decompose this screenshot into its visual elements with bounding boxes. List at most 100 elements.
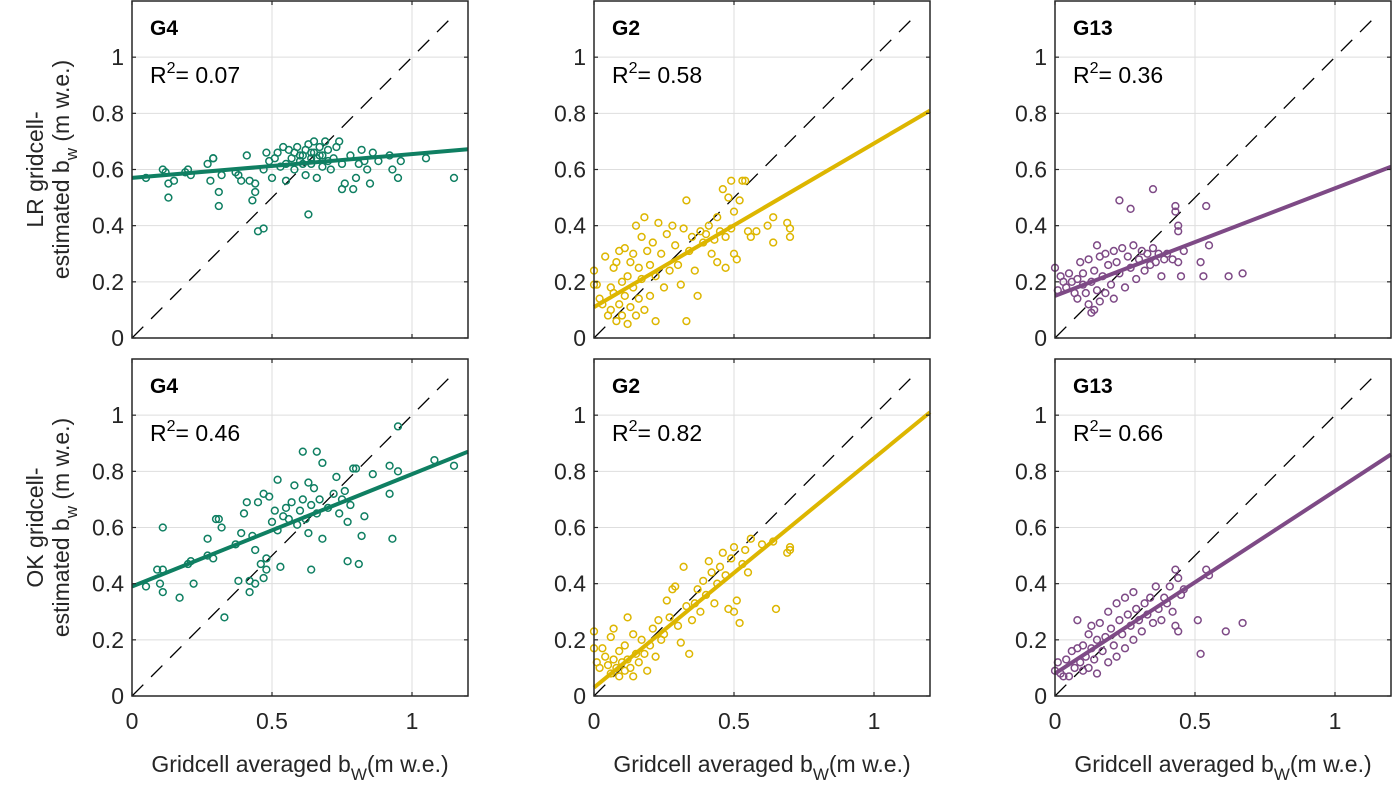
data-point — [153, 565, 162, 574]
data-point — [1202, 201, 1211, 211]
data-point — [1120, 593, 1130, 602]
data-point — [237, 176, 246, 185]
data-point — [1168, 607, 1177, 616]
data-point — [251, 545, 260, 555]
data-point — [629, 630, 638, 639]
data-point — [189, 579, 198, 588]
y-tick-label: 0.2 — [554, 627, 586, 653]
data-point — [729, 607, 739, 616]
data-point — [620, 243, 629, 253]
data-point — [360, 512, 369, 521]
data-point — [640, 213, 649, 222]
x-tick-label: 0 — [126, 708, 139, 734]
one-to-one-line — [593, 14, 917, 339]
x-tick-label: 1 — [1329, 708, 1342, 734]
data-point — [785, 224, 795, 233]
data-point — [1174, 221, 1183, 230]
x-axis-label-units: (m w.e.) — [367, 751, 449, 777]
data-point — [295, 151, 305, 160]
one-to-one-line — [1054, 372, 1378, 697]
data-point — [1174, 573, 1183, 583]
data-point — [388, 165, 397, 174]
data-point — [273, 475, 282, 484]
data-point — [335, 509, 344, 518]
data-point — [158, 587, 167, 597]
data-point — [673, 621, 683, 630]
data-point — [1078, 641, 1088, 650]
data-point — [606, 305, 615, 315]
data-point — [326, 165, 335, 174]
data-point — [1092, 635, 1102, 644]
data-point — [704, 221, 713, 230]
y-axis-label-ok-line1: OK gridcell- — [22, 467, 48, 587]
y-tick-label: 1 — [111, 44, 124, 70]
data-point — [631, 221, 641, 230]
regression-line — [131, 147, 469, 180]
data-point — [1157, 616, 1166, 625]
data-point — [732, 255, 741, 264]
r-squared-label: R2= 0.66 — [1073, 418, 1163, 446]
one-to-one-line — [593, 372, 917, 697]
data-point — [710, 599, 719, 608]
y-tick-label: 0.6 — [1015, 515, 1047, 541]
data-point — [335, 137, 344, 146]
r-squared-label: R2= 0.36 — [1073, 60, 1163, 88]
data-point — [217, 523, 226, 532]
r-squared-label: R2= 0.58 — [612, 60, 702, 88]
data-point — [724, 193, 733, 202]
data-point — [615, 646, 624, 656]
regression-line — [1054, 164, 1392, 298]
data-point — [1171, 565, 1180, 574]
panel-lr-g13: 0 0.2 0.4 0.6 0.8 1 G13 R2= 0.36 — [1015, 0, 1392, 351]
data-point — [155, 579, 165, 588]
y-tick-label: 0.4 — [92, 213, 124, 239]
data-point — [304, 528, 313, 538]
data-point — [615, 300, 624, 309]
data-point — [637, 635, 646, 644]
data-point — [687, 616, 697, 625]
y-tick-label: 0.4 — [1015, 571, 1047, 597]
data-point — [340, 486, 349, 496]
data-point — [713, 258, 722, 267]
x-axis-label-units: (m w.e.) — [829, 751, 911, 777]
data-point — [175, 593, 184, 602]
r-squared-label: R2= 0.82 — [612, 418, 702, 446]
data-point — [290, 481, 299, 490]
data-point — [693, 291, 702, 301]
x-tick-label: 1 — [406, 708, 419, 734]
x-tick-label: 0 — [1049, 708, 1062, 734]
data-point — [1137, 627, 1146, 636]
panel-lr-g2: 0 0.2 0.4 0.6 0.8 1 G2 R2= 0.58 — [554, 0, 932, 351]
r-squared-label: R2= 0.07 — [150, 60, 240, 88]
data-point — [340, 179, 349, 188]
data-point — [1174, 627, 1183, 636]
data-point — [1151, 582, 1160, 591]
data-point — [682, 196, 691, 205]
data-point — [601, 652, 610, 661]
data-point — [1238, 269, 1247, 278]
data-point — [735, 196, 744, 205]
data-point — [1090, 305, 1099, 315]
data-point — [1171, 201, 1180, 211]
data-point — [732, 596, 741, 605]
data-point — [1118, 243, 1127, 253]
data-point — [693, 585, 702, 594]
data-point — [1140, 266, 1149, 275]
regression-line — [1053, 452, 1393, 676]
panel-ok-g13: 0 0.2 0.4 0.6 0.8 1 0 0.5 1 Gridcell averaged bW(… — [1015, 358, 1393, 784]
data-point — [598, 644, 607, 653]
data-point — [1143, 249, 1152, 258]
data-point — [1095, 618, 1104, 628]
data-point — [1109, 246, 1118, 256]
y-tick-label: 0.6 — [92, 515, 124, 541]
data-point — [718, 548, 727, 557]
data-point — [696, 607, 705, 616]
panel-ok-g2: 0 0.2 0.4 0.6 0.8 1 0 0.5 1 Gridcell averaged bW(… — [554, 358, 932, 784]
y-tick-label: 0.8 — [92, 100, 124, 126]
data-point — [1059, 672, 1068, 681]
data-point — [671, 582, 680, 591]
data-point — [595, 663, 604, 673]
one-to-one-line — [131, 14, 455, 339]
data-point — [1112, 258, 1121, 267]
